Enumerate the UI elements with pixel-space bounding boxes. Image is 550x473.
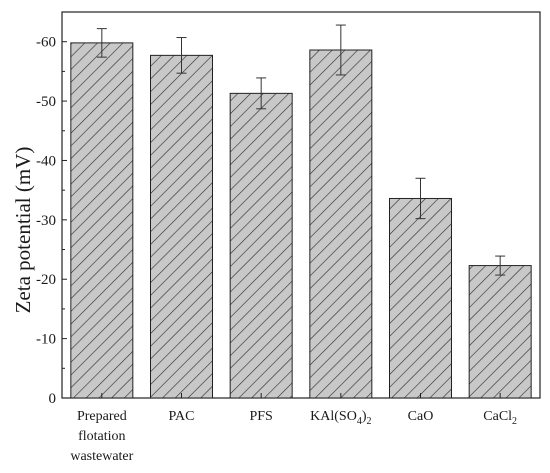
x-tick-label-0-line-1: flotation bbox=[78, 429, 125, 444]
y-tick-label: -30 bbox=[36, 213, 56, 229]
x-axis-labels: Prepared flotation wastewater PAC PFS KAl(SO4… bbox=[70, 393, 517, 464]
bar-5 bbox=[468, 265, 532, 399]
bar-4 bbox=[389, 197, 452, 399]
y-axis-label: Zeta potential (mV) bbox=[11, 147, 35, 314]
bar-2 bbox=[229, 92, 293, 399]
y-tick-label: -50 bbox=[36, 94, 56, 110]
bar-1 bbox=[150, 54, 213, 399]
x-tick-label-4: CaO bbox=[408, 409, 434, 424]
bar-0 bbox=[70, 42, 134, 399]
x-tick-label-3: KAl(SO4)2 bbox=[310, 409, 371, 427]
x-tick-label-5: CaCl2 bbox=[483, 409, 517, 427]
plot-area bbox=[61, 11, 541, 399]
x-tick-label-2: PFS bbox=[249, 409, 272, 424]
y-axis-ticks: 0 -10 -20 -30 -40 -50 -60 bbox=[36, 35, 67, 407]
x-tick-label-1: PAC bbox=[169, 409, 195, 424]
bar-3 bbox=[309, 49, 373, 399]
plot-border bbox=[61, 11, 541, 399]
y-tick-label: -40 bbox=[36, 153, 56, 169]
x-tick-label-0-line-2: wastewater bbox=[70, 449, 133, 464]
error-bars-group bbox=[96, 24, 506, 276]
bars-group bbox=[70, 42, 532, 399]
y-tick-label: -20 bbox=[36, 272, 56, 288]
y-tick-label: -60 bbox=[36, 35, 56, 51]
y-tick-label: 0 bbox=[49, 391, 57, 407]
x-tick-label-0-line-0: Prepared bbox=[77, 409, 127, 424]
y-tick-label: -10 bbox=[36, 332, 56, 348]
